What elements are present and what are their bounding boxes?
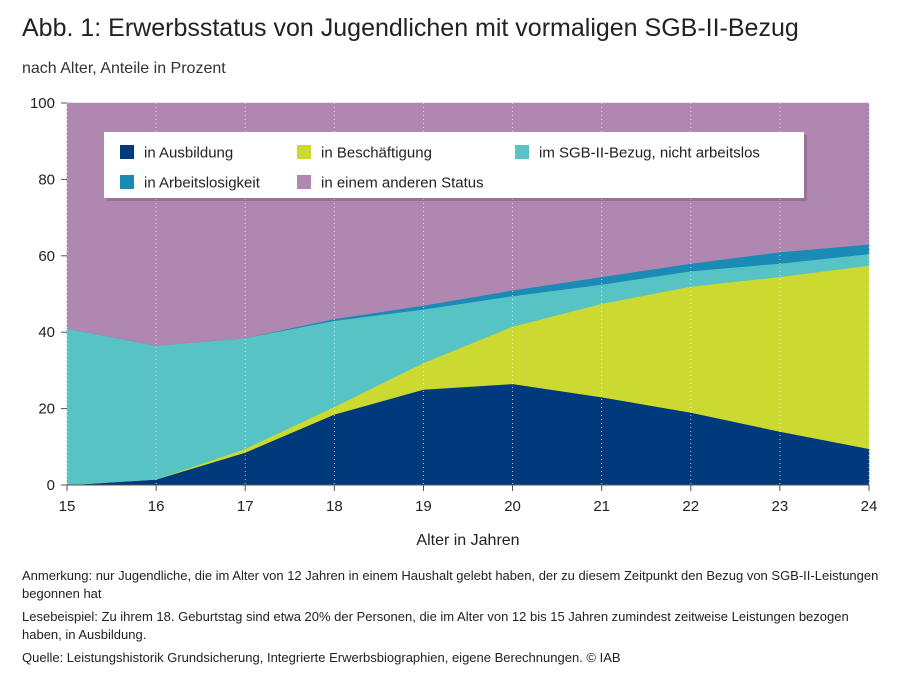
x-tick-label: 23 (772, 498, 789, 515)
legend-label-im-sgb-ii-bezug-nicht-arbeitslos: im SGB-II-Bezug, nicht arbeitslos (539, 145, 760, 162)
y-tick-label: 60 (38, 248, 55, 265)
note-quelle: Quelle: Leistungshistorik Grundsicherung… (22, 650, 621, 665)
legend-box (104, 132, 804, 198)
x-tick-label: 22 (682, 498, 699, 515)
x-tick-label: 16 (148, 498, 165, 515)
y-tick-label: 100 (30, 95, 55, 112)
legend-label-in-einem-anderen-status: in einem anderen Status (321, 175, 484, 192)
x-tick-label: 20 (504, 498, 521, 515)
x-tick-label: 15 (59, 498, 76, 515)
x-tick-label: 24 (861, 498, 878, 515)
x-axis-label: Alter in Jahren (416, 532, 519, 549)
x-tick-label: 21 (593, 498, 610, 515)
legend-label-in-arbeitslosigkeit: in Arbeitslosigkeit (144, 175, 261, 192)
x-tick-label: 19 (415, 498, 432, 515)
note-anmerkung: Anmerkung: nur Jugendliche, die im Alter… (22, 568, 879, 601)
legend-swatch-in-ausbildung (120, 145, 134, 159)
chart-subtitle: nach Alter, Anteile in Prozent (22, 60, 226, 77)
y-tick-label: 20 (38, 401, 55, 418)
legend-swatch-im-sgb-ii-bezug-nicht-arbeitslos (515, 145, 529, 159)
legend-swatch-in-beschaeftigung (297, 145, 311, 159)
x-tick-label: 18 (326, 498, 343, 515)
chart-title: Abb. 1: Erwerbsstatus von Jugendlichen m… (22, 14, 799, 42)
legend-swatch-in-arbeitslosigkeit (120, 175, 134, 189)
x-tick-label: 17 (237, 498, 254, 515)
y-tick-label: 0 (47, 477, 55, 494)
y-tick-label: 80 (38, 171, 55, 188)
area-chart: 0 20 40 60 80 100 15 16 17 18 19 20 21 22 23 24 Alter in… (30, 95, 878, 549)
y-tick-label: 40 (38, 324, 55, 341)
legend-swatch-in-einem-anderen-status (297, 175, 311, 189)
legend-label-in-ausbildung: in Ausbildung (144, 145, 233, 162)
note-lesebeispiel: Lesebeispiel: Zu ihrem 18. Geburtstag si… (22, 609, 849, 642)
legend-label-in-beschaeftigung: in Beschäftigung (321, 145, 432, 162)
